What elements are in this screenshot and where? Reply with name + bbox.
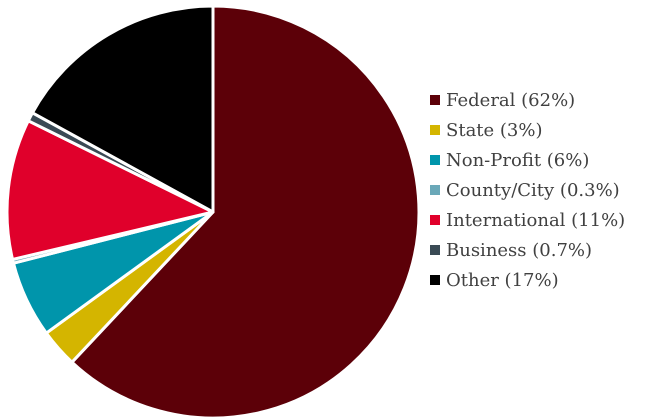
legend-item: Federal (62%) — [430, 85, 625, 115]
legend-swatch — [430, 95, 440, 105]
pie-slices — [5, 4, 421, 419]
legend-swatch — [430, 275, 440, 285]
legend-label: Other (17%) — [446, 269, 559, 291]
pie-slice-4 — [5, 119, 215, 261]
legend-item: Non-Profit (6%) — [430, 145, 625, 175]
legend-label: County/City (0.3%) — [446, 179, 620, 201]
legend-swatch — [430, 125, 440, 135]
legend-label: Business (0.7%) — [446, 239, 593, 261]
legend-item: Other (17%) — [430, 265, 625, 295]
legend-item: State (3%) — [430, 115, 625, 145]
legend-swatch — [430, 185, 440, 195]
pie-slice-0 — [70, 4, 421, 419]
legend-label: Non-Profit (6%) — [446, 149, 590, 171]
legend-item: Business (0.7%) — [430, 235, 625, 265]
legend-label: Federal (62%) — [446, 89, 576, 111]
legend-item: County/City (0.3%) — [430, 175, 625, 205]
legend-swatch — [430, 215, 440, 225]
legend-swatch — [430, 155, 440, 165]
pie-slice-6 — [30, 4, 215, 214]
legend-label: State (3%) — [446, 119, 543, 141]
legend-label: International (11%) — [446, 209, 626, 231]
legend-item: International (11%) — [430, 205, 625, 235]
pie-chart — [5, 4, 421, 419]
legend-swatch — [430, 245, 440, 255]
legend: Federal (62%) State (3%) Non-Profit (6%) Co… — [430, 85, 625, 295]
